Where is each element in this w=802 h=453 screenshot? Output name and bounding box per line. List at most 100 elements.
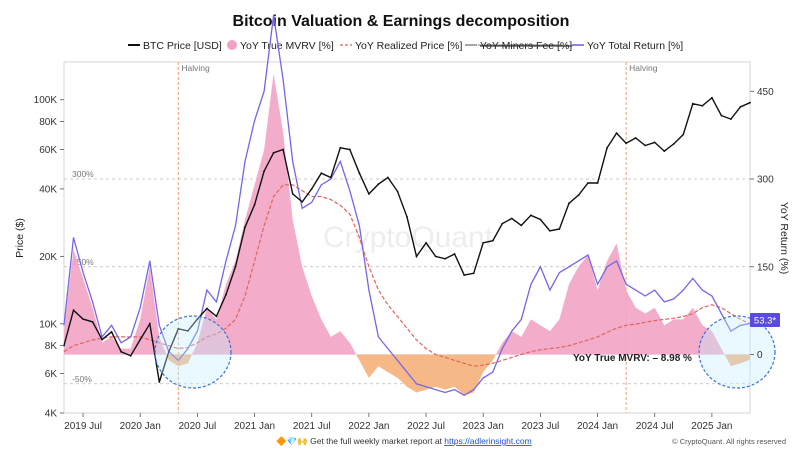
x-axis: 2019 Jul 2020 Jan 2020 Jul 2021 Jan 2021 Jul…: [64, 413, 732, 432]
btc-price-point-45: [491, 239, 494, 242]
btc-price-point-41: [453, 253, 456, 255]
btc-price-point-10: [158, 381, 161, 383]
btc-price-point-40: [444, 257, 446, 260]
btc-price-point-60: [634, 137, 637, 139]
x-tick-1: 2020 Jan: [120, 421, 161, 432]
btc-price-point-49: [530, 214, 532, 217]
x-tick-3: 2021 Jan: [234, 421, 275, 432]
btc-price-point-17: [225, 293, 227, 296]
btc-price-point-67: [701, 104, 704, 107]
btc-price-point-27: [320, 172, 323, 175]
btc-price-point-58: [615, 132, 618, 135]
btc-price-point-54: [577, 194, 580, 197]
x-tick-4: 2021 Jul: [293, 421, 331, 432]
btc-price-point-38: [425, 241, 427, 244]
btc-price-point-68: [711, 96, 713, 99]
btc-price-point-4: [101, 338, 103, 341]
btc-price-point-1: [72, 309, 75, 312]
legend-label-miners-fee: YoY Miners Fee [%]: [480, 40, 572, 52]
x-tick-0: 2019 Jul: [64, 421, 102, 432]
highlight-circle-2020: [154, 315, 232, 389]
legend-swatch-true-mvrv: [227, 40, 237, 50]
halving-label-0: Halving: [181, 63, 210, 73]
footer-link[interactable]: https://adlerinsight.com: [444, 436, 531, 446]
y-axis-left: 4K 6K 8K 10K 20K 40K 60K 80K 100K: [34, 95, 64, 420]
btc-price-point-64: [672, 143, 675, 145]
btc-price-point-71: [739, 105, 742, 108]
btc-price-point-72: [749, 101, 751, 104]
btc-price-point-65: [682, 133, 685, 136]
btc-price-point-57: [606, 146, 608, 149]
x-tick-6: 2022 Jul: [407, 421, 445, 432]
btc-price-point-22: [272, 151, 275, 154]
btc-price-point-14: [196, 318, 199, 320]
btc-price-point-53: [568, 202, 570, 205]
x-tick-7: 2023 Jan: [463, 421, 504, 432]
btc-price-point-62: [653, 141, 656, 144]
btc-price-points: [63, 96, 751, 383]
btc-price-point-70: [730, 118, 732, 120]
y-left-tick-2: 8K: [45, 341, 58, 352]
btc-price-point-51: [549, 229, 551, 232]
footer-text: 🔶💎🙌 Get the full weekly market report at…: [276, 436, 532, 446]
pct-gridline-label-0: 300%: [72, 169, 94, 179]
footer-copyright: © CryptoQuant. All rights reserved: [672, 437, 786, 446]
y-left-tick-1: 6K: [45, 369, 58, 380]
btc-price-point-29: [339, 146, 342, 149]
y-axis-right: 0 150 300 450: [750, 87, 774, 361]
btc-price-point-21: [263, 170, 265, 173]
btc-price-point-12: [177, 327, 180, 330]
btc-price-point-6: [120, 350, 123, 353]
btc-price-point-9: [148, 322, 151, 325]
y-left-tick-7: 80K: [39, 117, 57, 128]
y-left-tick-8: 100K: [34, 95, 58, 106]
btc-price-point-34: [387, 176, 389, 179]
btc-price-point-20: [253, 203, 256, 206]
btc-price-point-33: [377, 183, 380, 186]
y-right-tick-2: 300: [757, 175, 774, 186]
btc-price-point-3: [91, 321, 94, 323]
x-tick-10: 2024 Jul: [636, 421, 674, 432]
btc-price-point-5: [110, 331, 113, 333]
mvrv-area-negative: [64, 354, 750, 396]
legend-label-total-return: YoY Total Return [%]: [587, 40, 683, 52]
x-tick-2: 2020 Jul: [178, 421, 216, 432]
y-right-tick-1: 150: [757, 262, 774, 273]
x-tick-8: 2023 Jul: [521, 421, 559, 432]
btc-price-point-26: [310, 188, 313, 190]
footer-prefix: 🔶💎🙌 Get the full weekly market report at: [276, 436, 444, 446]
btc-price-point-69: [720, 114, 723, 117]
btc-price-point-44: [482, 241, 485, 244]
btc-price-point-39: [434, 255, 437, 258]
btc-price-point-43: [472, 272, 475, 275]
mvrv-annotation: YoY True MVRV: – 8.98 %: [573, 353, 692, 364]
btc-price-point-16: [215, 315, 218, 318]
halving-label-1: Halving: [629, 63, 658, 73]
chart-title: Bitcoin Valuation & Earnings decompositi…: [233, 13, 570, 30]
btc-price-point-48: [520, 224, 523, 227]
btc-price-point-42: [463, 274, 466, 276]
y-right-tick-0: 0: [757, 350, 763, 361]
current-value-badge: 53.3*: [754, 316, 776, 327]
btc-price-point-31: [358, 172, 361, 175]
x-tick-9: 2024 Jan: [577, 421, 618, 432]
y-left-tick-3: 10K: [39, 319, 57, 330]
y-left-tick-5: 40K: [39, 184, 57, 195]
btc-price-point-36: [406, 216, 408, 218]
btc-price-point-37: [415, 255, 418, 258]
legend: BTC Price [USD] YoY True MVRV [%] YoY Re…: [128, 40, 683, 52]
y-left-tick-6: 60K: [39, 145, 57, 156]
y-right-tick-3: 450: [757, 87, 774, 98]
pct-gridline-label-2: -50%: [72, 374, 92, 384]
y-left-tick-0: 4K: [45, 409, 58, 420]
legend-label-true-mvrv: YoY True MVRV [%]: [240, 40, 334, 52]
current-value-badge-bg: [750, 313, 780, 327]
btc-price-point-28: [329, 176, 332, 179]
btc-price-point-7: [129, 354, 132, 357]
highlight-circle-2025: [698, 315, 776, 389]
btc-price-point-55: [587, 182, 589, 184]
btc-price-point-56: [596, 182, 599, 184]
y-axis-right-label: YoY Return (%): [778, 202, 790, 274]
mvrv-area-positive: [64, 73, 750, 355]
